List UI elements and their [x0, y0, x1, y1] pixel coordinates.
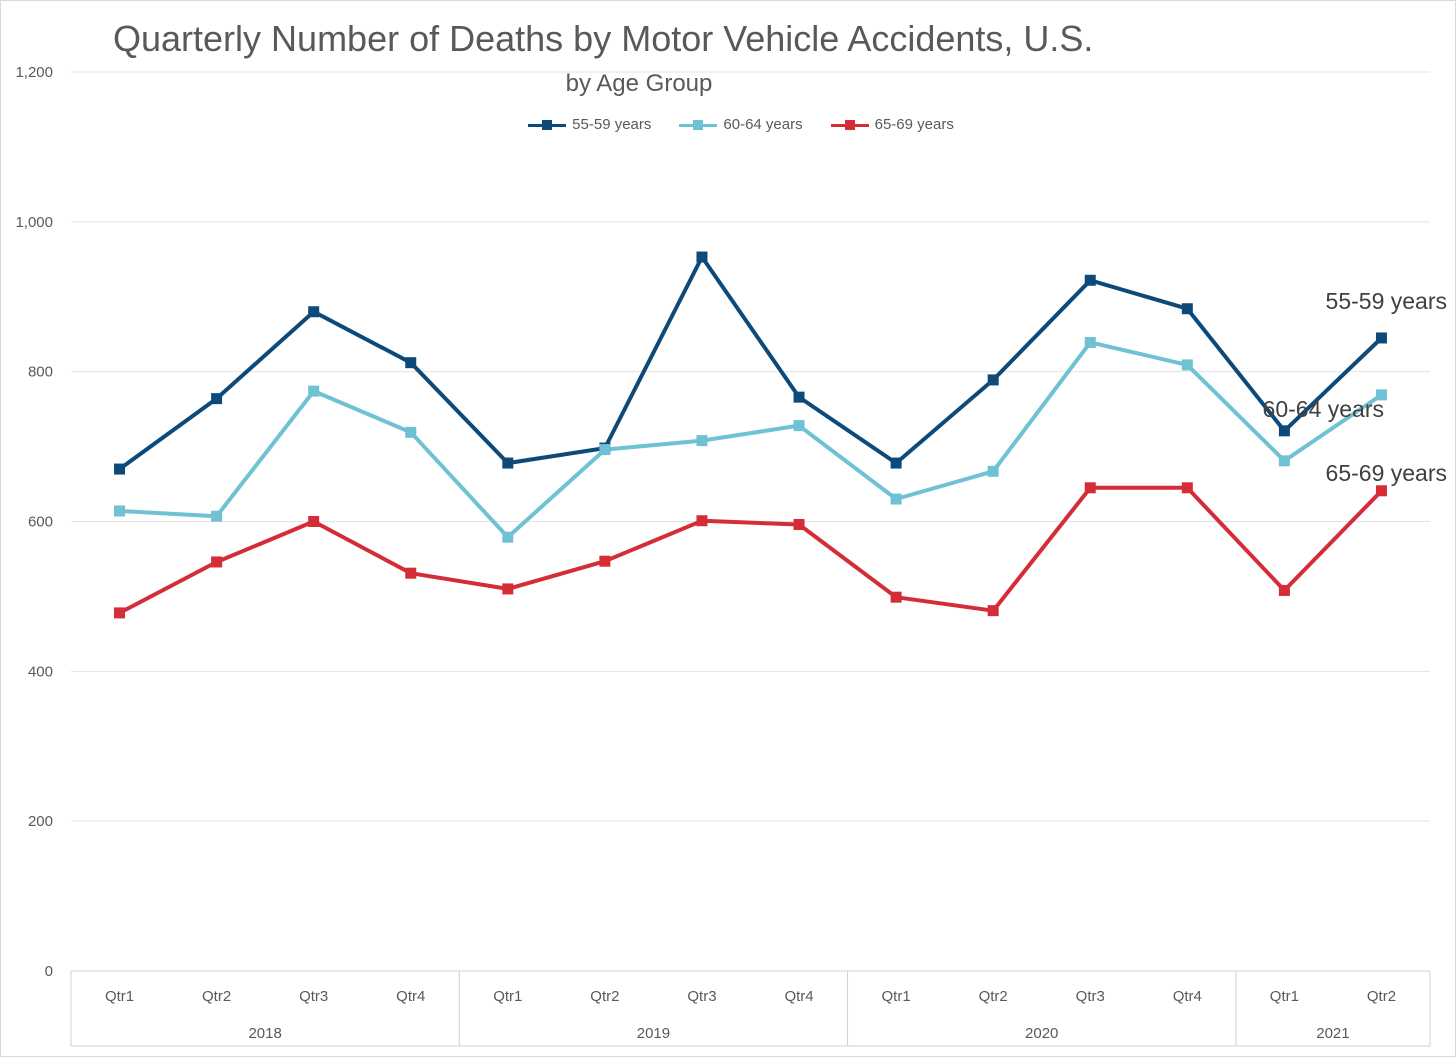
x-tick-label: Qtr1 [882, 988, 911, 1005]
marker-55-59 [987, 374, 999, 386]
marker-55-59 [1084, 274, 1096, 286]
legend-label-55-59: 55-59 years [572, 116, 652, 133]
x-tick-label: Qtr3 [299, 988, 328, 1005]
legend-swatch-55-59 [528, 119, 567, 131]
marker-55-59 [308, 306, 320, 318]
series-line-55-59 [118, 255, 1383, 471]
marker-60-64 [308, 385, 320, 397]
legend-label-60-64: 60-64 years [723, 116, 803, 133]
marker-55-59 [1181, 303, 1193, 315]
y-tick-label: 1,200 [15, 64, 53, 81]
marker-55-59 [405, 357, 417, 369]
series-end-label: 65-69 years [1326, 460, 1447, 486]
chart-legend: 55-59 years 60-64 years 65-69 years [0, 116, 1456, 133]
marker-60-64 [211, 510, 223, 522]
marker-65-69 [1375, 485, 1387, 497]
y-tick-label: 400 [28, 663, 53, 680]
y-tick-label: 800 [28, 364, 53, 381]
chart-subtitle: by Age Group [565, 70, 713, 97]
marker-65-69 [1084, 482, 1096, 494]
marker-55-59 [696, 251, 708, 263]
marker-65-69 [502, 583, 514, 595]
x-tick-label: Qtr2 [979, 988, 1008, 1005]
marker-55-59 [1375, 332, 1387, 344]
year-label: 2019 [637, 1025, 670, 1042]
marker-65-69 [211, 556, 223, 568]
marker-65-69 [405, 567, 417, 579]
chart-title: Quarterly Number of Deaths by Motor Vehi… [113, 18, 1094, 59]
marker-65-69 [114, 607, 126, 619]
marker-65-69 [696, 515, 708, 527]
year-label: 2021 [1316, 1025, 1349, 1042]
x-tick-label: Qtr1 [105, 988, 134, 1005]
marker-55-59 [114, 463, 126, 475]
marker-55-59 [502, 457, 514, 469]
x-tick-label: Qtr4 [396, 988, 425, 1005]
legend-label-65-69: 65-69 years [874, 116, 954, 133]
marker-60-64 [114, 505, 126, 517]
y-tick-label: 600 [28, 514, 53, 531]
marker-60-64 [405, 426, 417, 438]
marker-60-64 [696, 435, 708, 447]
marker-65-69 [599, 555, 611, 567]
y-tick-label: 0 [45, 963, 53, 980]
legend-item-55-59: 55-59 years [528, 116, 651, 133]
marker-55-59 [1278, 425, 1290, 437]
marker-65-69 [987, 605, 999, 617]
marker-55-59 [211, 393, 223, 405]
marker-65-69 [890, 591, 902, 603]
series-line-65-69 [118, 485, 1383, 615]
x-tick-label: Qtr3 [687, 988, 716, 1005]
year-label: 2020 [1025, 1025, 1058, 1042]
x-tick-label: Qtr1 [1270, 988, 1299, 1005]
year-label: 2018 [248, 1025, 281, 1042]
legend-swatch-60-64 [679, 119, 718, 131]
x-tick-label: Qtr2 [590, 988, 619, 1005]
marker-60-64 [1181, 359, 1193, 371]
y-tick-label: 200 [28, 813, 53, 830]
marker-55-59 [793, 391, 805, 403]
marker-60-64 [793, 420, 805, 432]
marker-60-64 [1278, 455, 1290, 467]
series-line-60-64 [119, 340, 1383, 540]
legend-swatch-65-69 [830, 119, 869, 131]
x-tick-label: Qtr2 [1367, 988, 1396, 1005]
marker-60-64 [502, 531, 514, 543]
marker-65-69 [1278, 584, 1290, 596]
marker-65-69 [1181, 482, 1193, 494]
marker-60-64 [987, 465, 999, 477]
marker-65-69 [793, 518, 805, 530]
x-tick-label: Qtr1 [493, 988, 522, 1005]
series-end-label: 55-59 years [1326, 288, 1447, 314]
marker-60-64 [599, 444, 611, 456]
x-tick-label: Qtr4 [784, 988, 813, 1005]
marker-65-69 [308, 516, 320, 527]
y-tick-label: 1,000 [15, 214, 53, 231]
x-tick-label: Qtr3 [1076, 988, 1105, 1005]
x-tick-label: Qtr4 [1173, 988, 1202, 1005]
legend-item-65-69: 65-69 years [830, 116, 954, 133]
marker-60-64 [890, 493, 902, 505]
marker-60-64 [1084, 336, 1096, 348]
marker-55-59 [890, 457, 902, 469]
x-tick-label: Qtr2 [202, 988, 231, 1005]
series-end-label: 60-64 years [1263, 396, 1384, 422]
marker-60-64 [1375, 389, 1387, 401]
legend-item-60-64: 60-64 years [679, 116, 803, 133]
